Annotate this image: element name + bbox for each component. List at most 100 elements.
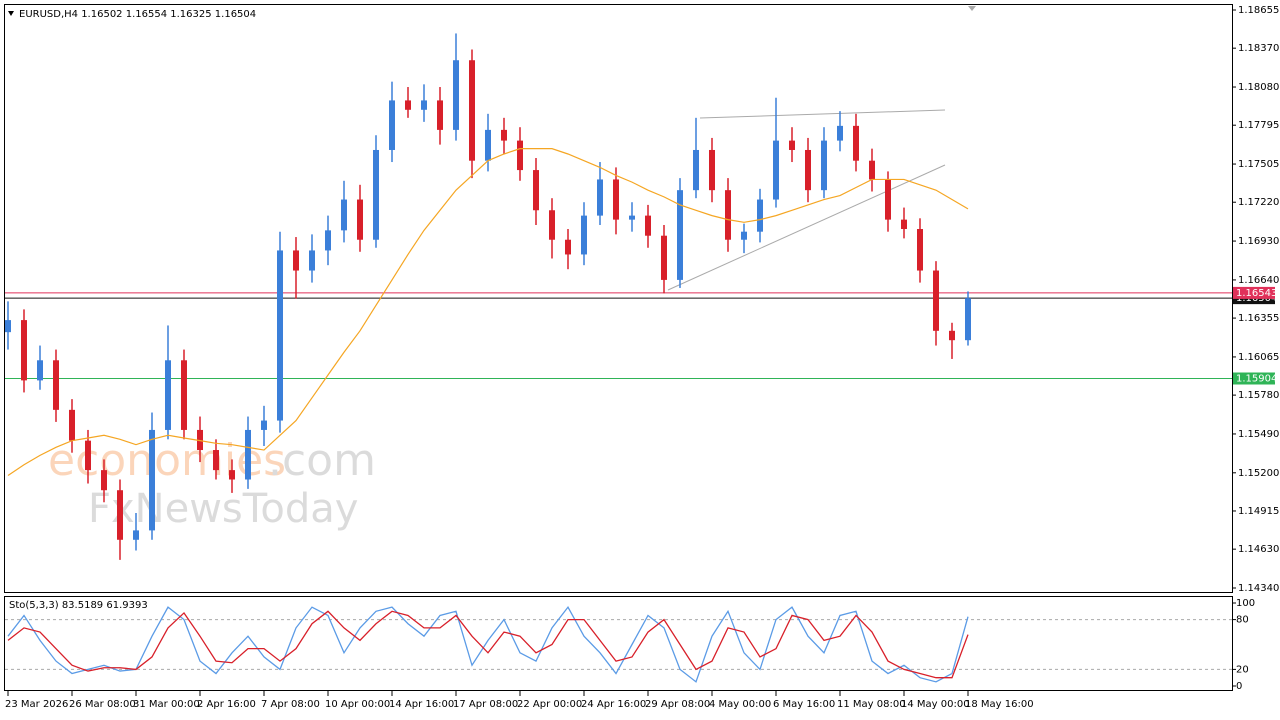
candle-body — [197, 429, 203, 451]
candle-body — [405, 100, 411, 110]
y-tick-label: 1.17795 — [1238, 120, 1279, 131]
candle-body — [389, 100, 395, 150]
moving-average — [7, 148, 969, 476]
y-tick-label: 1.14915 — [1238, 506, 1279, 517]
y-tick-label: 0 — [1236, 681, 1242, 692]
x-tick-label: 14 May 00:00 — [901, 699, 970, 710]
sub-title: Sto(5,3,3) 83.5189 61.9393 — [9, 600, 148, 611]
candle-body — [469, 60, 475, 161]
y-tick-label: 1.16065 — [1238, 352, 1279, 363]
x-tick-label: 26 Mar 08:00 — [69, 699, 136, 710]
main-frame — [4, 4, 1233, 593]
candle-body — [645, 215, 651, 236]
y-tick-label: 1.17220 — [1238, 197, 1279, 208]
candle-body — [533, 170, 539, 211]
candle-body — [133, 530, 139, 540]
candle-body — [613, 179, 619, 220]
candle-body — [885, 179, 891, 220]
candle-body — [965, 298, 971, 341]
trend-line — [699, 109, 946, 119]
candle-body — [709, 149, 715, 191]
candle-body — [549, 210, 555, 240]
shift-marker — [968, 6, 976, 11]
watermark-sub: FxNewsToday — [88, 486, 358, 532]
sub-frame — [4, 596, 1233, 691]
candle-body — [5, 320, 11, 333]
y-tick-label: 1.18370 — [1238, 43, 1279, 54]
x-tick-label: 4 May 00:00 — [709, 699, 771, 710]
candle-body — [229, 470, 235, 480]
y-tick-label: 100 — [1236, 598, 1255, 609]
y-tick-label: 80 — [1236, 615, 1249, 626]
y-tick-label: 1.14630 — [1238, 544, 1279, 555]
x-tick-label: 14 Apr 16:00 — [389, 699, 454, 710]
candle-body — [501, 129, 507, 141]
candle-body — [165, 360, 171, 430]
x-tick-label: 18 May 16:00 — [965, 699, 1034, 710]
candle-body — [453, 60, 459, 130]
trend-line — [667, 164, 946, 291]
x-tick-label: 2 Apr 16:00 — [197, 699, 256, 710]
candles — [5, 33, 971, 560]
chart-header: EURUSD,H4 1.16502 1.16554 1.16325 1.1650… — [19, 9, 256, 20]
candle-body — [565, 239, 571, 255]
candle-body — [293, 250, 299, 271]
candle-body — [101, 470, 107, 491]
x-tick-label: 11 May 08:00 — [837, 699, 906, 710]
x-tick-label: 31 Mar 00:00 — [133, 699, 200, 710]
candle-body — [853, 125, 859, 161]
y-tick-label: 1.18655 — [1238, 5, 1279, 16]
candle-body — [117, 490, 123, 540]
candle-body — [821, 140, 827, 191]
candle-body — [213, 450, 219, 471]
x-tick-label: 22 Apr 00:00 — [517, 699, 582, 710]
candle-body — [53, 360, 59, 410]
x-tick-label: 29 Apr 08:00 — [645, 699, 710, 710]
candle-body — [805, 149, 811, 191]
candle-body — [677, 190, 683, 280]
y-tick-label: 1.15490 — [1238, 429, 1279, 440]
price-label-box — [1233, 286, 1275, 299]
candle-body — [869, 160, 875, 180]
x-tick-label: 24 Apr 16:00 — [581, 699, 646, 710]
candle-body — [485, 129, 491, 161]
candle-body — [757, 199, 763, 232]
y-tick-label: 1.15200 — [1238, 468, 1279, 479]
watermark: economies .com FxNewsToday — [48, 435, 376, 532]
candle-body — [421, 100, 427, 110]
price-label: 1.16543 — [1236, 288, 1277, 299]
y-tick-label: 1.16640 — [1238, 275, 1279, 286]
x-tick-label: 6 May 16:00 — [773, 699, 835, 710]
candle-body — [629, 215, 635, 220]
candle-body — [181, 360, 187, 430]
candle-body — [85, 440, 91, 471]
price-label: 1.15904 — [1236, 374, 1277, 385]
candle-body — [693, 149, 699, 191]
candle-body — [933, 270, 939, 331]
candle-body — [517, 140, 523, 171]
candle-body — [245, 429, 251, 480]
candle-body — [149, 429, 155, 531]
stochastic-line — [7, 605, 969, 683]
y-tick-label: 1.18080 — [1238, 82, 1279, 93]
candle-body — [277, 250, 283, 421]
candle-body — [309, 250, 315, 271]
candle-body — [597, 179, 603, 216]
candle-body — [37, 360, 43, 381]
candle-body — [917, 229, 923, 271]
y-tick-label: 1.14340 — [1238, 583, 1279, 594]
x-tick-label: 10 Apr 00:00 — [325, 699, 390, 710]
candle-body — [373, 149, 379, 240]
stochastic-line — [7, 610, 969, 679]
watermark-domain: .com — [268, 435, 376, 486]
price-label-box — [1233, 372, 1275, 385]
candle-body — [69, 409, 75, 441]
candle-body — [661, 235, 667, 280]
x-tick-label: 7 Apr 08:00 — [261, 699, 320, 710]
menu-triangle[interactable] — [8, 11, 14, 16]
candle-body — [581, 215, 587, 255]
candle-body — [789, 140, 795, 150]
x-tick-label: 23 Mar 2026 — [5, 699, 68, 710]
